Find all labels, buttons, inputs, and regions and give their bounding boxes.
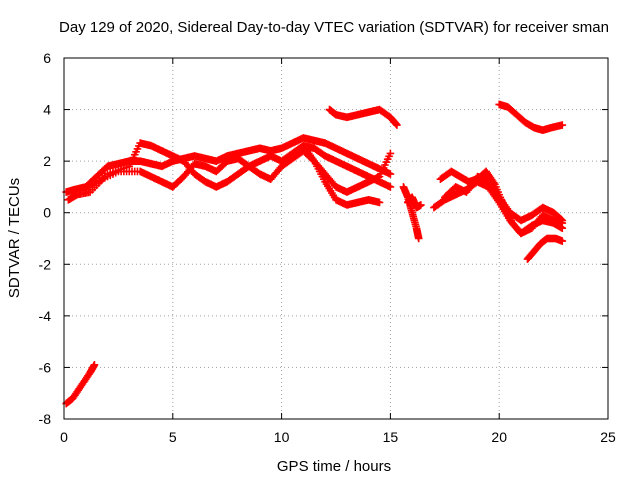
data-point xyxy=(375,198,384,207)
x-tick-label: 15 xyxy=(383,429,399,445)
y-tick-label: -2 xyxy=(39,256,52,272)
tick-labels-layer: 0 5 10 15 20 25 -8 -6 -4 -2 0 2 4 6 xyxy=(39,50,616,445)
series-pass-k xyxy=(495,100,567,134)
series-pass-e xyxy=(325,105,401,129)
y-tick-label: -8 xyxy=(39,411,52,427)
x-tick-label: 5 xyxy=(169,429,177,445)
y-axis-label: SDTVAR / TECUs xyxy=(6,178,23,298)
data-point xyxy=(392,120,400,128)
series-pass-f xyxy=(62,361,99,408)
data-point xyxy=(558,216,567,225)
y-tick-label: -4 xyxy=(39,308,52,324)
y-tick-label: -6 xyxy=(39,359,52,375)
series-pass-m xyxy=(441,172,567,225)
data-marks-layer xyxy=(62,100,567,408)
data-point xyxy=(417,201,425,209)
series-pass-d xyxy=(299,141,384,209)
y-tick-label: 4 xyxy=(43,102,51,118)
x-tick-label: 0 xyxy=(60,429,68,445)
x-tick-label: 20 xyxy=(491,429,507,445)
chart-title: Day 129 of 2020, Sidereal Day-to-day VTE… xyxy=(59,19,609,36)
data-point xyxy=(558,237,567,245)
data-point xyxy=(386,183,395,191)
series-pass-g xyxy=(399,183,423,243)
ticks-layer xyxy=(63,57,609,420)
x-tick-label: 25 xyxy=(600,429,616,445)
series-pass-h xyxy=(404,193,425,212)
data-point xyxy=(393,121,401,129)
data-point xyxy=(558,121,567,129)
data-point xyxy=(90,361,99,369)
series-pass-l xyxy=(523,234,567,263)
x-tick-label: 10 xyxy=(274,429,290,445)
plot-frame xyxy=(63,57,609,420)
y-tick-label: 6 xyxy=(43,50,51,66)
data-point xyxy=(557,215,566,224)
series-pass-c xyxy=(81,147,395,196)
data-point xyxy=(386,170,395,178)
y-tick-label: 2 xyxy=(43,153,51,169)
data-point xyxy=(414,234,423,243)
y-tick-label: 0 xyxy=(43,205,51,221)
data-point xyxy=(386,149,395,158)
x-axis-label: GPS time / hours xyxy=(277,458,391,475)
